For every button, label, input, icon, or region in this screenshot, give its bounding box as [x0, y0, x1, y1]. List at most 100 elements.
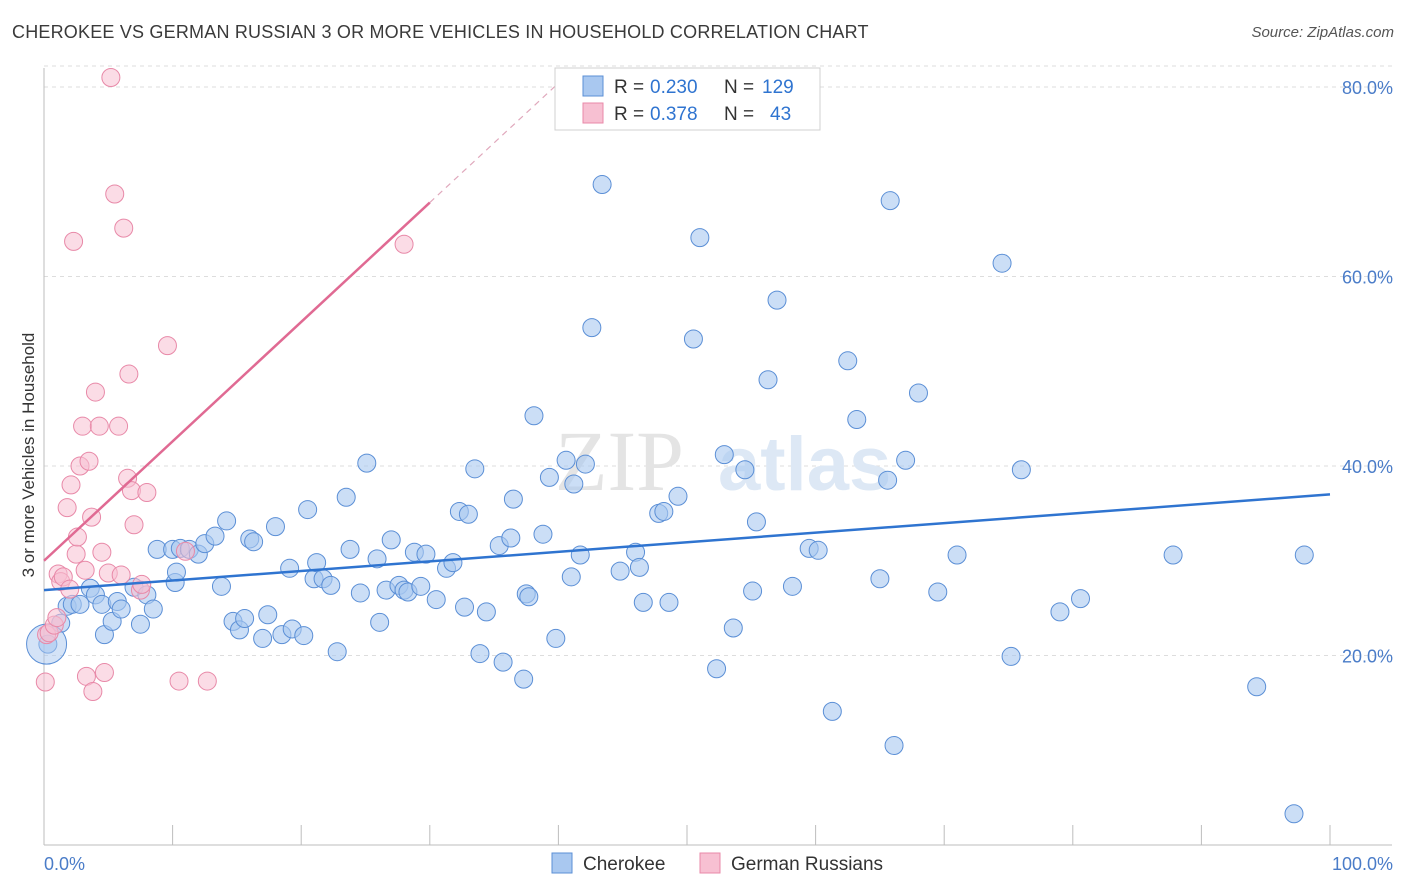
cherokee-point [870, 569, 890, 589]
x-ticks [172, 825, 1331, 845]
y-tick-labels: 20.0% 40.0% 60.0% 80.0% [1342, 78, 1393, 667]
german-russian-point [394, 234, 414, 254]
cherokee-point [743, 581, 763, 601]
cherokee-point [336, 487, 356, 507]
cherokee-point [340, 539, 360, 559]
cherokee-point [654, 501, 674, 521]
chart-title: CHEROKEE VS GERMAN RUSSIAN 3 OR MORE VEH… [12, 22, 869, 42]
cherokee-point [458, 504, 478, 524]
stats-n-label-german: N = [724, 104, 754, 125]
trend-lines [43, 76, 1331, 592]
cherokee-point [327, 642, 347, 662]
german-russian-point [85, 382, 105, 402]
german-russian-point [92, 542, 112, 562]
german-russian-point [197, 671, 217, 691]
watermark: ZIP atlas [555, 413, 891, 509]
cherokee-point [298, 500, 318, 520]
cherokee-point [307, 553, 327, 573]
legend-label-german: German Russians [731, 854, 883, 875]
cherokee-point [321, 575, 341, 595]
stats-swatch-cherokee [582, 75, 604, 97]
cherokee-point [896, 450, 916, 470]
cherokee-point [838, 351, 858, 371]
stats-r-label-german: R = [614, 104, 644, 125]
german-russian-point [61, 475, 81, 495]
stats-r-label-cherokee: R = [614, 77, 644, 98]
x-tick-label-max: 100.0% [1332, 854, 1393, 874]
german-russian-point [83, 681, 103, 701]
x-tick-label-min: 0.0% [44, 854, 85, 874]
german-russian-trend-line [43, 201, 431, 562]
stats-r-value-german: 0.378 [650, 104, 698, 125]
german-russian-point [175, 541, 195, 561]
cherokee-point [443, 553, 463, 573]
cherokee-point [166, 562, 186, 582]
cherokee-point [70, 594, 90, 614]
y-tick-label: 40.0% [1342, 457, 1393, 477]
german-russian-point [64, 231, 84, 251]
axes [43, 68, 1392, 846]
german-russian-point [157, 336, 177, 356]
german-russian-point [114, 218, 134, 238]
cherokee-point [470, 644, 490, 664]
cherokee-point [370, 612, 390, 632]
stats-r-value-cherokee: 0.230 [650, 77, 698, 98]
cherokee-point [633, 592, 653, 612]
y-tick-label: 20.0% [1342, 646, 1393, 666]
legend-swatch-german [699, 852, 721, 874]
cherokee-point [111, 599, 131, 619]
german-russian-point [79, 451, 99, 471]
chart-source: Source: ZipAtlas.com [1251, 24, 1394, 41]
cherokee-point [130, 614, 150, 634]
stats-n-label-cherokee: N = [724, 77, 754, 98]
cherokee-point [465, 459, 485, 479]
cherokee-point [592, 175, 612, 195]
german-russian-point [94, 663, 114, 683]
cherokee-point [476, 602, 496, 622]
cherokee-point [683, 329, 703, 349]
cherokee-point [1294, 545, 1314, 565]
stats-legend: R = 0.230 N = 129 R = 0.378 N = 43 [554, 67, 821, 131]
cherokee-point [416, 544, 436, 564]
cherokee-point [880, 191, 900, 211]
german-russian-point [111, 565, 131, 585]
cherokee-point [556, 450, 576, 470]
german-russian-point [119, 364, 139, 384]
cherokee-point [501, 528, 521, 548]
cherokee-point [546, 628, 566, 648]
german-russian-point [169, 671, 189, 691]
cherokee-point [143, 599, 163, 619]
cherokee-point [258, 605, 278, 625]
cherokee-point [808, 540, 828, 560]
cherokee-point [211, 576, 231, 596]
stats-swatch-german [582, 102, 604, 124]
cherokee-point [1284, 804, 1304, 824]
german-russian-point [109, 416, 129, 436]
cherokee-point [878, 470, 898, 490]
legend-label-cherokee: Cherokee [583, 854, 665, 875]
y-axis-title: 3 or more Vehicles in Household [19, 333, 38, 578]
cherokee-point [1001, 646, 1021, 666]
cherokee-points [26, 175, 1314, 824]
cherokee-point [767, 290, 787, 310]
cherokee-point [746, 512, 766, 532]
german-russian-points [35, 67, 414, 701]
cherokee-point [1071, 589, 1091, 609]
cherokee-point [92, 594, 112, 614]
cherokee-point [411, 576, 431, 596]
german-russian-point [89, 416, 109, 436]
cherokee-point [714, 445, 734, 465]
cherokee-point [690, 228, 710, 248]
cherokee-point [884, 736, 904, 756]
cherokee-point [217, 511, 237, 531]
cherokee-point [381, 530, 401, 550]
cherokee-point [455, 597, 475, 617]
cherokee-point [514, 669, 534, 689]
cherokee-point [367, 549, 387, 569]
german-russian-point [47, 608, 67, 628]
cherokee-point [707, 659, 727, 679]
cherokee-point [493, 652, 513, 672]
german-russian-point [105, 184, 125, 204]
cherokee-point [723, 618, 743, 638]
